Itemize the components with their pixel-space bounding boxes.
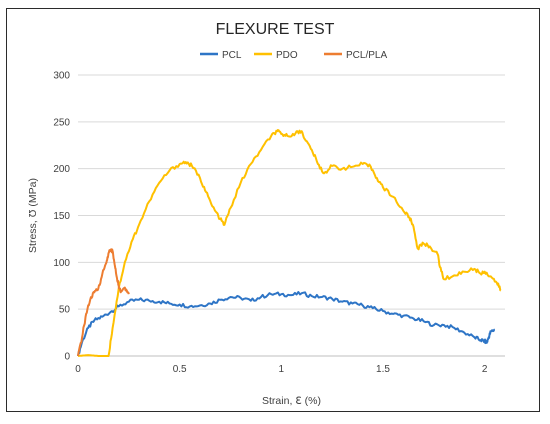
legend-label-2: PCL/PLA: [346, 50, 387, 61]
x-tick-label-1: 0.5: [173, 364, 187, 375]
y-axis-label: Stress, Ʊ (MPa): [27, 178, 39, 253]
y-tick-label-5: 250: [53, 117, 70, 128]
y-tick-label-6: 300: [53, 71, 70, 82]
y-tick-label-2: 100: [53, 258, 70, 269]
y-tick-label-4: 200: [53, 164, 70, 175]
x-axis-label: Strain, ℇ (%): [262, 395, 321, 407]
legend-label-1: PDO: [276, 50, 298, 61]
x-tick-label-3: 1.5: [376, 364, 390, 375]
x-tick-label-0: 0: [75, 364, 81, 375]
x-tick-label-2: 1: [279, 364, 285, 375]
series-line-pdo: [77, 129, 502, 357]
chart-title: FLEXURE TEST: [216, 21, 335, 38]
legend-label-0: PCL: [222, 50, 242, 61]
y-tick-label-0: 0: [64, 352, 70, 363]
x-tick-label-4: 2: [482, 364, 488, 375]
series-line-pcl: [77, 291, 496, 357]
y-tick-label-3: 150: [53, 211, 70, 222]
y-tick-label-1: 50: [59, 305, 71, 316]
series-line-pcl-pla: [77, 248, 130, 357]
